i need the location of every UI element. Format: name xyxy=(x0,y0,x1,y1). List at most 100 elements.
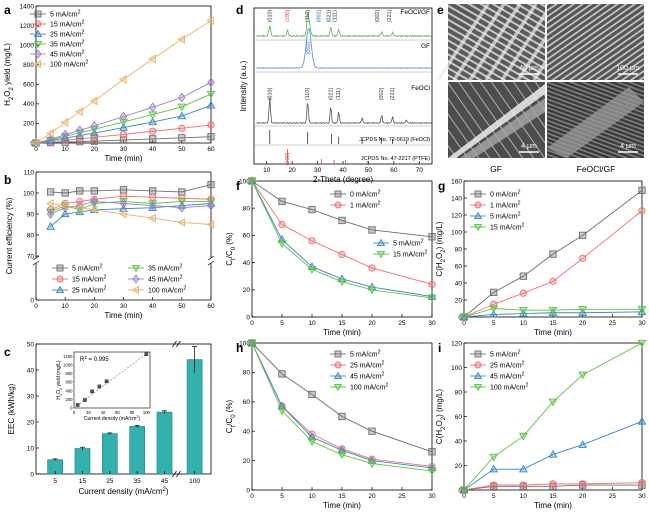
x-tick-label: 20 xyxy=(91,146,99,153)
series-line xyxy=(251,180,433,298)
marker-triangle-down xyxy=(578,371,588,380)
marker-triangle-down xyxy=(459,313,469,322)
label-segment: cm xyxy=(368,192,378,199)
x-tick-label: 5 xyxy=(492,320,496,327)
label-segment: t xyxy=(231,425,237,427)
marker-circle xyxy=(334,201,342,209)
y-tick-label: 40 xyxy=(455,438,463,445)
marker-square xyxy=(490,288,498,296)
bar xyxy=(102,433,118,475)
panel-letter-g: g xyxy=(438,179,445,193)
y-tick-label: 80 xyxy=(455,389,463,396)
x-tick-label: 10 xyxy=(520,493,528,500)
label-segment: 2 xyxy=(441,426,447,430)
marker-circle xyxy=(308,237,316,245)
inset-x-tick-label: 40 xyxy=(101,410,106,415)
x-tick-label: 30 xyxy=(120,146,128,153)
marker-circle xyxy=(56,275,64,283)
marker-triangle-down xyxy=(247,177,257,186)
label-segment: 5 mA/ xyxy=(50,12,68,19)
series-line xyxy=(50,200,212,215)
label-segment: cm xyxy=(512,363,522,370)
marker-square xyxy=(338,216,346,225)
label-segment: cm xyxy=(72,32,82,39)
marker-diamond xyxy=(34,49,42,59)
label-segment: 2 xyxy=(82,30,85,36)
label-segment: 25 mA/ xyxy=(350,363,372,370)
y-tick-label: 400 xyxy=(23,101,34,108)
label-segment: EEC (kWh/kg) xyxy=(7,383,16,434)
legend-label: 5 mA/cm2 xyxy=(393,239,424,248)
series-line xyxy=(251,180,433,285)
label-segment: 0 xyxy=(231,414,237,418)
label-segment: 2 xyxy=(163,487,167,493)
x-tick-label: 25 xyxy=(106,478,114,485)
label-segment: cm xyxy=(415,252,425,259)
sem-image: 4 μm xyxy=(448,82,545,158)
label-segment: 2 xyxy=(385,383,388,389)
sem-coated-fibre xyxy=(547,87,644,158)
plot-frame xyxy=(463,180,643,318)
marker-diamond xyxy=(178,92,186,103)
axis-break-mark xyxy=(172,470,177,478)
marker-triangle-down xyxy=(376,250,386,259)
marker-diamond xyxy=(119,198,128,209)
inset-x-tick-label: 0 xyxy=(73,410,76,415)
series-line xyxy=(463,210,643,318)
inset-y-tick-label: 200 xyxy=(66,397,74,402)
sem-fibre xyxy=(468,3,522,81)
marker-triangle-left xyxy=(46,199,54,208)
peak-label: (021) xyxy=(328,87,334,100)
label-segment: 5 mA/ xyxy=(490,214,508,221)
inset-y-tick-label: 1200 xyxy=(63,354,73,359)
label-segment: 5 mA/ xyxy=(490,352,508,359)
series-line xyxy=(50,203,212,225)
y-tick-label: 80 xyxy=(243,370,251,377)
marker-triangle xyxy=(60,209,70,218)
chart-d: 10 20 30 40 50 60 70 2-Theta (degree) Intensity … xyxy=(236,3,433,184)
label-segment: cm xyxy=(508,192,518,199)
label-segment: cm xyxy=(90,266,100,273)
label-segment: 2 xyxy=(78,10,81,16)
peak-label: (021) xyxy=(327,9,333,22)
marker-triangle-down xyxy=(459,486,469,495)
x-tick-label: 25 xyxy=(398,493,406,500)
marker-square xyxy=(638,186,646,194)
label-segment: 0 mA/ xyxy=(350,192,368,199)
y-tick-label: 80 xyxy=(243,206,251,213)
series-line xyxy=(251,180,433,238)
label-segment: cm xyxy=(174,288,184,295)
x-tick-label: 20 xyxy=(368,320,376,327)
label-segment: 2 xyxy=(441,249,447,253)
label-segment: cm xyxy=(72,22,82,29)
series-1-mA-cm- xyxy=(248,177,436,289)
series-line xyxy=(35,124,212,144)
legend-label: 35 mA/cm2 xyxy=(50,40,85,49)
inset-y-tick-label: 600 xyxy=(66,380,74,385)
marker-diamond xyxy=(119,111,128,122)
marker-triangle-down xyxy=(367,286,377,295)
label-segment: cm xyxy=(152,487,163,496)
marker-triangle xyxy=(206,198,216,207)
label-segment: 0 mA/ xyxy=(490,192,508,199)
label-segment: 45 mA/ xyxy=(50,52,72,59)
series-5-mA-cm- xyxy=(248,339,436,456)
legend-label: 15 mA/cm2 xyxy=(50,20,85,29)
marker-square xyxy=(207,132,215,141)
marker-circle xyxy=(579,480,587,488)
marker-diamond xyxy=(132,274,140,284)
x-tick-label: 15 xyxy=(549,320,557,327)
marker-triangle-left xyxy=(33,59,41,69)
x-tick-label: 15 xyxy=(338,320,346,327)
label-segment: 2 xyxy=(518,190,521,196)
y-tick-label: 0 xyxy=(246,487,250,494)
label-segment: cm xyxy=(372,363,382,370)
marker-circle xyxy=(149,127,157,135)
label-segment: cm xyxy=(516,385,526,392)
x-tick-label: 20 xyxy=(368,493,376,500)
trace-label: FeOCl xyxy=(411,85,430,92)
label-segment: 2 xyxy=(85,60,88,66)
y-tick-label: 0 xyxy=(30,297,34,304)
